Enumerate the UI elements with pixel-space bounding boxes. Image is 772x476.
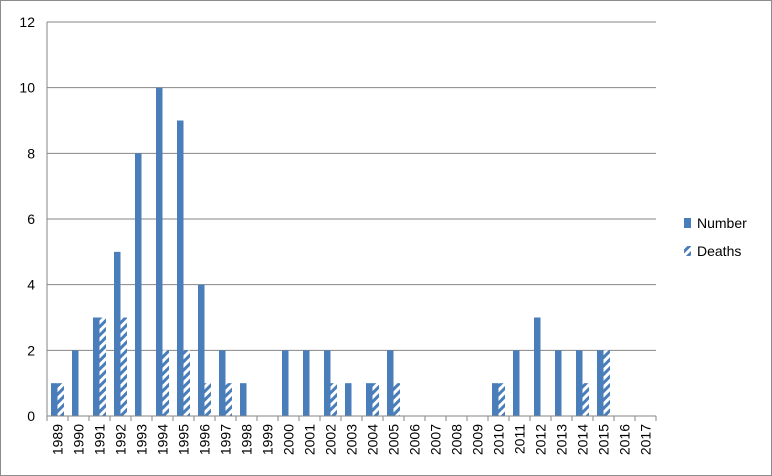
x-tick-label: 1994	[155, 424, 171, 455]
bar-number-2001	[303, 350, 310, 416]
bar-number-1989	[51, 383, 58, 416]
bar-number-2000	[282, 350, 289, 416]
bar-deaths-1996	[204, 383, 211, 416]
y-tick-label: 8	[27, 145, 35, 161]
x-tick-label: 2012	[533, 424, 549, 455]
x-tick-label: 2004	[365, 424, 381, 455]
x-tick-label: 2014	[575, 424, 591, 455]
bar-number-1998	[240, 383, 247, 416]
legend-label-deaths: Deaths	[697, 243, 741, 259]
x-tick-label: 1991	[92, 424, 108, 455]
bar-deaths-1997	[225, 383, 232, 416]
legend-swatch-deaths	[684, 246, 691, 256]
x-tick-label: 1989	[50, 424, 66, 455]
y-tick-labels: 0 2 4 6 8 10 12	[19, 14, 35, 424]
legend: Number Deaths	[684, 215, 747, 259]
bar-deaths-1992	[120, 317, 127, 416]
gridlines	[47, 21, 656, 351]
bar-deaths-1989	[57, 383, 64, 416]
bar-number-2010	[492, 383, 499, 416]
x-tick-labels: 1989 1990 1991 1992 1993 1994 1995 1996 1997 1998…	[50, 424, 654, 455]
bar-number-2005	[387, 350, 394, 416]
bar-number-1991	[93, 317, 100, 416]
x-tick-label: 1998	[239, 424, 255, 455]
bar-deaths-2015	[603, 350, 610, 416]
bar-deaths-1995	[183, 350, 190, 416]
axes	[46, 22, 657, 421]
bar-number-2004	[366, 383, 373, 416]
x-tick-label: 2017	[638, 424, 654, 455]
bar-number-2003	[345, 383, 352, 416]
x-tick-label: 2002	[323, 424, 339, 455]
y-tick-label: 10	[19, 80, 35, 96]
x-tick-label: 1995	[176, 424, 192, 455]
bar-number-1995	[177, 120, 184, 416]
x-tick-label: 2005	[386, 424, 402, 455]
bar-number-2002	[324, 350, 331, 416]
x-tick-label: 1999	[260, 424, 276, 455]
bar-number-1996	[198, 284, 205, 416]
x-tick-label: 2007	[428, 424, 444, 455]
x-tick-label: 1992	[113, 424, 129, 455]
bar-number-2012	[534, 317, 541, 416]
y-tick-label: 6	[27, 211, 35, 227]
bars	[51, 87, 610, 417]
bar-deaths-2004	[372, 383, 379, 416]
x-tick-label: 1993	[134, 424, 150, 455]
x-tick-label: 2008	[449, 424, 465, 455]
x-tick-label: 2006	[407, 424, 423, 455]
y-tick-label: 4	[27, 277, 35, 293]
bar-number-2015	[597, 350, 604, 416]
bar-deaths-2002	[330, 383, 337, 416]
x-tick-label: 1990	[71, 424, 87, 455]
legend-swatch-number	[684, 218, 691, 228]
bar-number-2011	[513, 350, 520, 416]
x-tick-label: 2013	[554, 424, 570, 455]
x-tick-label: 1996	[197, 424, 213, 455]
x-tick-label: 2015	[596, 424, 612, 455]
bar-number-1997	[219, 350, 226, 416]
y-tick-label: 2	[27, 342, 35, 358]
bar-number-1992	[114, 251, 121, 416]
x-tick-label: 2001	[302, 424, 318, 455]
x-tick-label: 2010	[491, 424, 507, 455]
bar-deaths-1991	[99, 317, 106, 416]
x-tick-label: 2000	[281, 424, 297, 455]
bar-number-1994	[156, 87, 163, 417]
bar-number-1993	[135, 153, 142, 417]
bar-deaths-2010	[498, 383, 505, 416]
x-tick-label: 2009	[470, 424, 486, 455]
bar-number-2013	[555, 350, 562, 416]
bar-number-2014	[576, 350, 583, 416]
x-tick-label: 2016	[617, 424, 633, 455]
legend-label-number: Number	[697, 215, 747, 231]
bar-deaths-1994	[162, 350, 169, 416]
y-tick-label: 12	[19, 14, 35, 30]
bar-deaths-2005	[393, 383, 400, 416]
x-tick-label: 1997	[218, 424, 234, 455]
y-tick-label: 0	[27, 408, 35, 424]
x-tick-label: 2011	[512, 424, 528, 454]
x-tick-label: 2003	[344, 424, 360, 455]
bar-deaths-2014	[582, 383, 589, 416]
bar-number-1990	[72, 350, 79, 416]
